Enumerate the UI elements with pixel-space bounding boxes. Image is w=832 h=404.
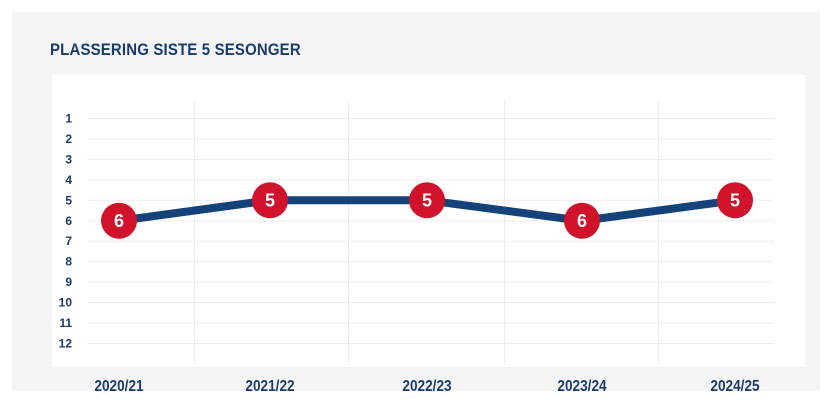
x-axis-label: 2023/24 xyxy=(557,378,607,395)
chart-card: PLASSERING SISTE 5 SESONGER 1 2 3 4 5 6 7 8 9 10 1… xyxy=(12,12,820,395)
data-point-marker xyxy=(564,202,600,239)
x-axis-label: 2021/22 xyxy=(245,378,295,395)
y-axis-tick-label: 3 xyxy=(65,152,72,166)
y-axis-tick-label: 10 xyxy=(59,296,73,310)
x-axis-label: 2022/23 xyxy=(402,378,452,395)
y-axis-tick-label: 4 xyxy=(65,173,72,187)
y-axis-tick-label: 6 xyxy=(65,214,72,228)
data-point-value: 6 xyxy=(114,211,124,231)
data-point-marker xyxy=(101,202,137,239)
y-axis-tick-label: 7 xyxy=(65,234,72,248)
chart-title: PLASSERING SISTE 5 SESONGER xyxy=(50,40,301,59)
x-axis-label: 2024/25 xyxy=(710,378,760,395)
data-point-value: 5 xyxy=(265,190,275,210)
data-point-marker xyxy=(717,182,753,219)
x-axis-label: 2020/21 xyxy=(94,378,144,395)
data-point-value: 5 xyxy=(422,190,432,210)
y-axis-tick-label: 2 xyxy=(65,132,72,146)
y-axis-tick-label: 12 xyxy=(59,336,73,350)
y-axis-tick-label: 11 xyxy=(59,316,72,330)
y-axis-tick-label: 8 xyxy=(65,255,72,269)
data-point-value: 6 xyxy=(577,211,587,231)
data-point-marker xyxy=(409,182,445,219)
y-axis-tick-label: 1 xyxy=(65,112,72,126)
data-point-value: 5 xyxy=(730,190,740,210)
y-axis-tick-label: 5 xyxy=(65,193,72,207)
y-axis-tick-label: 9 xyxy=(65,275,72,289)
data-point-marker xyxy=(252,182,288,219)
